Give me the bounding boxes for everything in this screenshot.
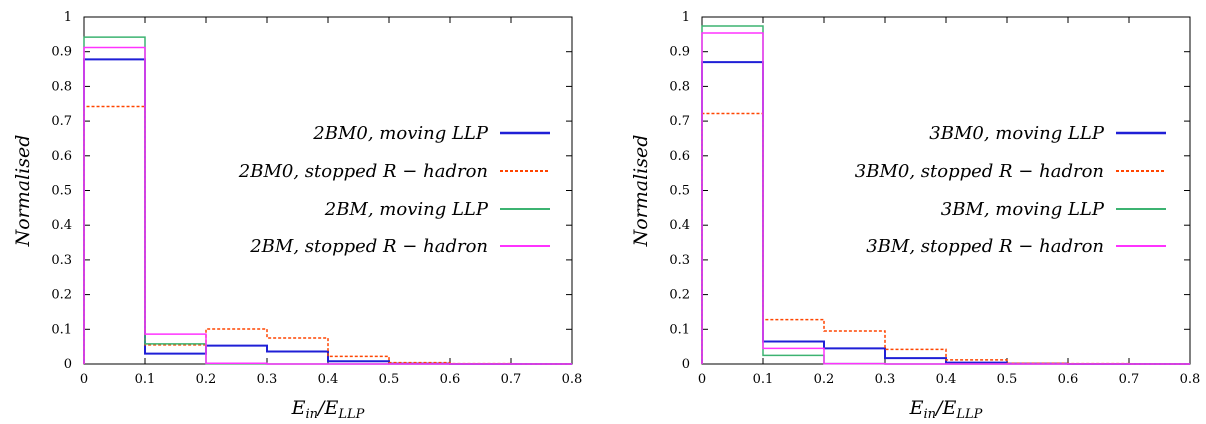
plot-frame [83,16,573,365]
y-tick-label: 0.8 [51,79,72,94]
y-tick-label: 0.1 [51,322,72,337]
x-axis-label-part: /E [316,397,338,419]
x-tick-label: 0.6 [440,372,461,387]
y-tick-label: 0.6 [669,149,690,164]
x-axis-label-part: /E [934,397,956,419]
x-tick-label: 0.8 [1180,372,1201,387]
legend-label: 2BM, moving LLP [324,199,489,220]
legend-label: 3BM, moving LLP [941,199,1105,220]
x-tick-label: 0.2 [196,372,217,387]
x-tick-label: 0.2 [814,372,835,387]
y-tick-label: 0 [682,357,690,372]
legend-entry-4: 3BM, stopped R − hadron [866,236,1166,257]
legend-label: 3BM0, stopped R − hadron [855,161,1104,182]
y-tick-label: 0.5 [51,184,72,199]
legend-entry-1: 2BM0, moving LLP [312,123,550,144]
x-axis-label-part: E [291,397,306,419]
y-tick-label: 0.4 [51,218,72,233]
x-axis-label-part: in [924,407,937,422]
y-tick-label: 0.3 [51,253,72,268]
y-axis-label: Normalised [630,135,652,248]
y-tick-label: 0.9 [51,45,72,60]
y-tick-label: 0.5 [669,184,690,199]
series-line-4 [83,46,572,365]
legend-entry-3: 3BM, moving LLP [941,199,1166,220]
x-tick-label: 0.4 [318,372,339,387]
series-line-4 [701,32,1190,365]
x-axis-label-part: E [909,397,924,419]
legend-entry-1: 3BM0, moving LLP [929,123,1166,144]
legend-label: 3BM, stopped R − hadron [866,236,1104,257]
x-tick-label: 0 [80,372,88,387]
y-tick-label: 0 [64,357,72,372]
legend-entry-4: 2BM, stopped R − hadron [249,236,550,257]
y-tick-label: 0.6 [51,149,72,164]
y-tick-label: 0.3 [669,253,690,268]
legend-label: 2BM, stopped R − hadron [249,236,488,257]
x-axis-label-part: LLP [955,407,982,422]
legend-label: 3BM0, moving LLP [929,123,1105,144]
x-tick-label: 0.5 [997,372,1018,387]
x-tick-label: 0.8 [562,372,583,387]
y-tick-label: 0.4 [669,218,690,233]
x-axis-label: Ein/ELLP [291,397,365,422]
y-axis-label: Normalised [12,135,34,248]
x-tick-label: 0.1 [135,372,156,387]
series-line-3 [701,25,1190,365]
x-axis-label-part: in [306,407,319,422]
y-tick-label: 0.1 [669,322,690,337]
y-tick-label: 0.2 [51,288,72,303]
x-tick-label: 0.7 [501,372,522,387]
y-tick-label: 1 [64,10,72,25]
y-tick-label: 0.7 [669,114,690,129]
y-tick-label: 0.2 [669,288,690,303]
x-axis-label-part: LLP [337,407,364,422]
y-tick-label: 0.8 [669,79,690,94]
x-tick-label: 0.4 [936,372,957,387]
x-tick-label: 0.3 [875,372,896,387]
x-tick-label: 0.7 [1119,372,1140,387]
legend-label: 2BM0, stopped R − hadron [238,161,488,182]
y-tick-label: 0.9 [669,45,690,60]
plot-frame [701,16,1191,365]
x-tick-label: 0.1 [753,372,774,387]
x-tick-label: 0.6 [1058,372,1079,387]
x-tick-label: 0.3 [257,372,278,387]
legend-entry-2: 3BM0, stopped R − hadron [855,161,1166,182]
x-tick-label: 0.5 [379,372,400,387]
chart-panel-1: 0 0.1 0.2 0.3 0.4 0.5 0.6 0.7 0.8 0 0.1 0.2 0.3 0.4 0.… [12,10,582,422]
y-tick-label: 1 [682,10,690,25]
y-tick-label: 0.7 [51,114,72,129]
x-tick-label: 0 [698,372,706,387]
chart-panel-2: 0 0.1 0.2 0.3 0.4 0.5 0.6 0.7 0.8 0 0.1 0.2 0.3 0.4 0.… [630,10,1200,422]
x-axis-label: Ein/ELLP [909,397,983,422]
legend-label: 2BM0, moving LLP [312,123,489,144]
legend-entry-2: 2BM0, stopped R − hadron [238,161,550,182]
legend-entry-3: 2BM, moving LLP [324,199,550,220]
